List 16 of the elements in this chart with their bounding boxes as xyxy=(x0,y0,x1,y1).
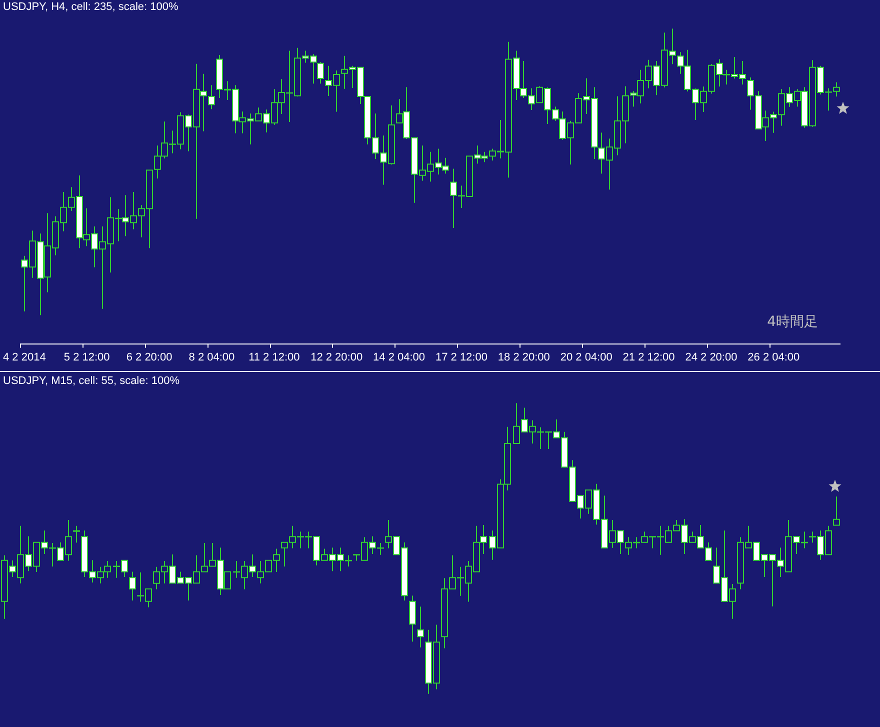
chart-title: USDJPY, M15, cell: 55, scale: 100% xyxy=(3,375,180,387)
x-tick-label: 24 2 20:00 xyxy=(685,351,738,364)
x-tick-label: 17 2 12:00 xyxy=(435,351,488,364)
x-tick-label: 8 2 04:00 xyxy=(188,351,235,364)
x-tick-label: 14 2 04:00 xyxy=(373,351,426,364)
annotation: 4時間足 xyxy=(767,313,818,331)
x-tick-label: 26 2 04:00 xyxy=(748,351,800,364)
x-tick-label: 18 2 20:00 xyxy=(498,351,550,364)
x-tick-label: 21 2 12:00 xyxy=(622,351,675,364)
x-tick-label: 11 2 12:00 xyxy=(248,351,300,364)
x-tick-label: 5 2 12:00 xyxy=(64,351,110,364)
x-tick-label: 4 2 2014 xyxy=(2,351,46,364)
x-tick-label: 6 2 20:00 xyxy=(126,351,172,364)
x-tick-label: 20 2 04:00 xyxy=(560,351,612,364)
chart-title: USDJPY, H4, cell: 235, scale: 100% xyxy=(3,1,178,13)
x-tick-label: 12 2 20:00 xyxy=(310,351,363,364)
